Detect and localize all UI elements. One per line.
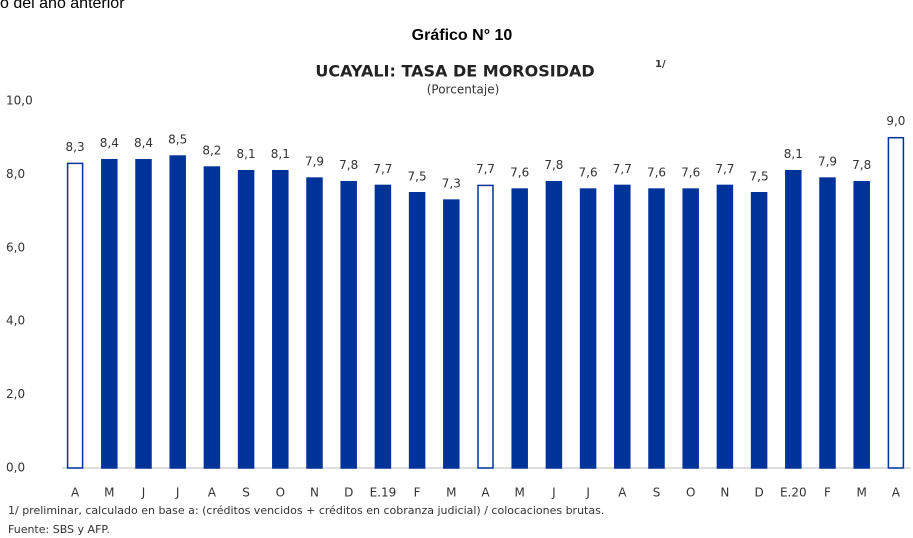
y-tick-label: 2,0 (6, 387, 25, 401)
value-label: 7,9 (305, 155, 324, 169)
x-tick-label: S (242, 486, 250, 500)
value-label: 7,6 (647, 166, 666, 180)
bar (66, 162, 84, 469)
x-tick-label: A (208, 486, 217, 500)
x-tick-label: M (446, 486, 456, 500)
bar (237, 169, 255, 469)
x-tick-label: D (754, 486, 763, 500)
value-label: 8,1 (237, 147, 256, 161)
y-tick-label: 4,0 (6, 314, 25, 328)
bar (101, 158, 118, 469)
bar (682, 188, 699, 469)
value-label: 7,7 (715, 162, 734, 176)
footnote: 1/ preliminar, calculado en base a: (cré… (8, 504, 604, 517)
value-label: 7,6 (681, 166, 700, 180)
x-tick-label: A (71, 486, 80, 500)
header-text: o del año anterior (0, 0, 125, 12)
value-label: 8,5 (168, 133, 187, 147)
bar (477, 184, 494, 469)
value-label: 8,4 (100, 136, 119, 150)
x-tick-label: M (515, 486, 525, 500)
bar (511, 188, 528, 469)
bar (203, 166, 221, 469)
bar (614, 184, 631, 469)
x-tick-label: N (310, 486, 319, 500)
x-tick-label: J (175, 486, 180, 500)
bar (306, 177, 323, 469)
x-tick-label: F (414, 486, 421, 500)
y-tick-label: 0,0 (6, 461, 25, 475)
x-tick-label: S (653, 486, 661, 500)
value-label: 7,8 (339, 158, 358, 172)
bar (443, 199, 460, 469)
bar (887, 136, 905, 469)
chart-title: UCAYALI: TASA DE MOROSIDAD (315, 62, 594, 81)
x-tick-label: J (551, 486, 556, 500)
bar (819, 177, 836, 469)
bar (545, 180, 563, 469)
bar (853, 180, 870, 469)
chart-heading: Gráfico N° 10 (412, 27, 513, 44)
value-label: 7,7 (373, 162, 392, 176)
x-tick-label: E.20 (780, 486, 807, 500)
title-note: 1/ (655, 59, 666, 70)
bar (340, 180, 357, 469)
bar (750, 192, 768, 469)
value-label: 7,5 (750, 169, 769, 183)
value-label: 7,9 (818, 155, 837, 169)
x-tick-label: E.19 (370, 486, 397, 500)
x-tick-label: D (344, 486, 353, 500)
value-label: 8,2 (202, 144, 221, 158)
value-label: 8,3 (66, 140, 85, 154)
bar (716, 184, 734, 469)
x-tick-label: M (104, 486, 114, 500)
x-tick-label: M (857, 486, 867, 500)
bar (579, 188, 597, 469)
source: Fuente: SBS y AFP. (8, 523, 110, 536)
x-tick-label: O (276, 486, 285, 500)
value-label: 7,6 (579, 166, 598, 180)
bar (408, 192, 426, 469)
x-tick-label: A (892, 486, 901, 500)
value-label: 7,8 (852, 158, 871, 172)
chart-subtitle: (Porcentaje) (427, 83, 500, 97)
value-label: 8,4 (134, 136, 153, 150)
value-label: 7,7 (613, 162, 632, 176)
value-label: 7,7 (476, 162, 495, 176)
x-tick-label: N (720, 486, 729, 500)
bar (272, 169, 289, 469)
bar (648, 188, 665, 469)
value-label: 7,8 (544, 158, 563, 172)
value-label: 7,5 (408, 169, 427, 183)
value-label: 7,6 (510, 166, 529, 180)
bar (374, 184, 392, 469)
bar (785, 169, 802, 469)
y-tick-label: 10,0 (6, 94, 33, 108)
x-tick-label: A (481, 486, 490, 500)
y-tick-label: 6,0 (6, 240, 25, 254)
bar (135, 158, 152, 469)
x-tick-label: J (585, 486, 590, 500)
value-label: 8,1 (271, 147, 290, 161)
y-tick-label: 8,0 (6, 167, 25, 181)
value-label: 8,1 (784, 147, 803, 161)
x-tick-label: O (686, 486, 695, 500)
bar (169, 155, 186, 469)
value-label: 9,0 (886, 114, 905, 128)
x-tick-label: J (141, 486, 146, 500)
x-tick-label: A (618, 486, 627, 500)
x-tick-label: F (824, 486, 831, 500)
value-label: 7,3 (442, 177, 461, 191)
